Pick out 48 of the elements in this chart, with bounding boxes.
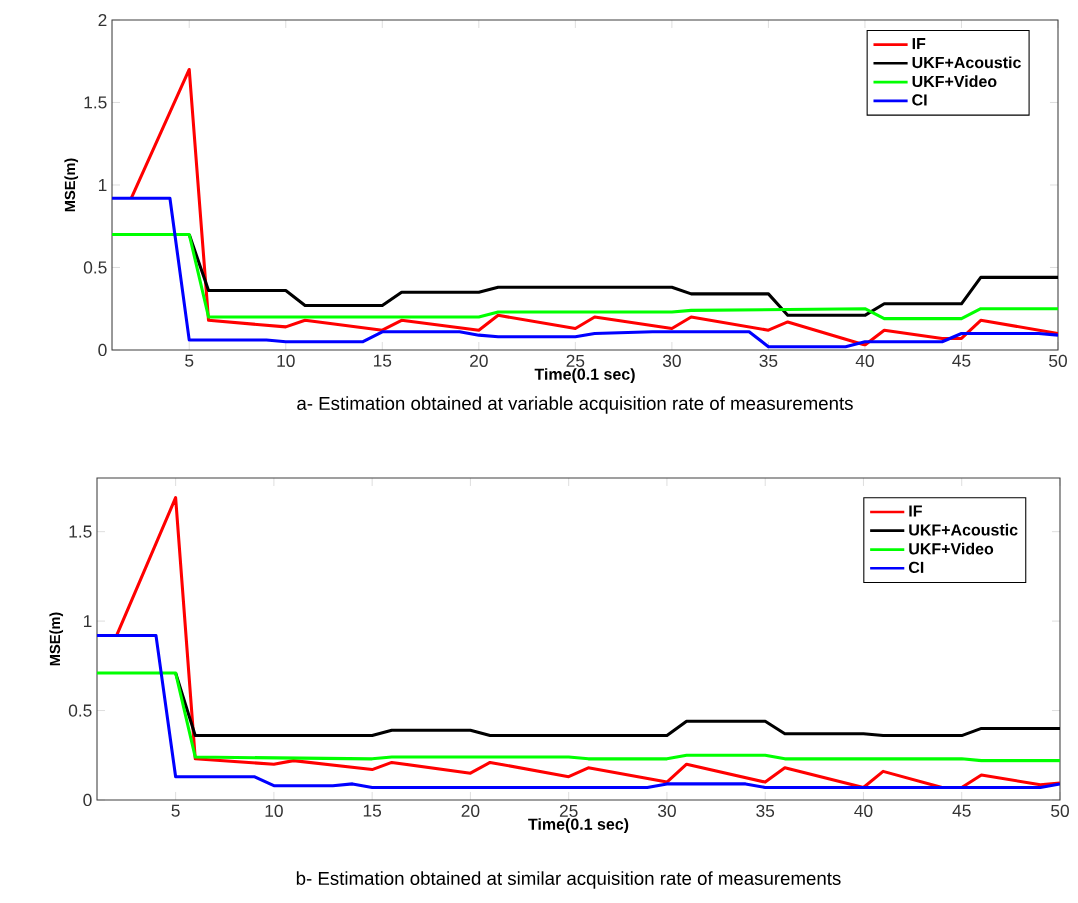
x-tick-label: 50 — [1051, 804, 1069, 817]
x-tick-label: 10 — [277, 354, 295, 367]
y-tick-label: 1.5 — [84, 96, 107, 109]
text: a- Estimation obtained at variable acquisition rate of measurements — [297, 396, 853, 414]
y-tick-label: 1 — [83, 615, 92, 628]
line-series — [97, 671, 1060, 763]
legend-label: CI — [908, 561, 924, 574]
x-tick-label: 50 — [1049, 354, 1067, 367]
x-tick-label: 15 — [373, 354, 392, 367]
x-tick-label: 35 — [756, 804, 775, 817]
y-tick-label: 0.5 — [83, 261, 107, 274]
y-axis-title: MSE(m) — [49, 612, 64, 666]
y-tick-label: 1.5 — [69, 525, 92, 538]
text: b- Estimation obtained at similar acquisition rate of measurements — [296, 871, 841, 889]
x-axis-title: Time(0.1 sec) — [528, 818, 629, 834]
x-tick-label: 20 — [470, 354, 488, 367]
x-axis-title: Time(0.1 sec) — [534, 368, 635, 384]
x-tick-label: 45 — [952, 354, 971, 367]
legend-label: CI — [912, 94, 927, 106]
x-tick-label: 45 — [952, 804, 971, 817]
x-tick-label: 40 — [854, 804, 873, 817]
line-series — [115, 496, 1060, 789]
x-tick-label: 25 — [559, 804, 578, 817]
y-tick-label: 0.5 — [68, 704, 92, 717]
legend-label: UKF+Acoustic — [912, 56, 1021, 69]
x-tick-label: 20 — [461, 804, 480, 817]
y-axis-title: MSE(m) — [64, 158, 79, 212]
legend-label: UKF+Video — [912, 75, 997, 88]
line-series — [112, 196, 1058, 349]
y-tick-label: 1 — [98, 179, 107, 191]
x-tick-label: 40 — [855, 354, 874, 367]
legend-label: IF — [909, 505, 922, 517]
x-tick-label: 10 — [265, 804, 283, 817]
x-tick-label: 5 — [185, 354, 194, 367]
legend-label: IF — [912, 38, 926, 50]
legend-label: UKF+Video — [909, 542, 994, 555]
x-tick-label: 5 — [171, 804, 180, 817]
x-tick-label: 15 — [363, 804, 382, 817]
y-tick-label: 2 — [98, 13, 107, 27]
y-tick-label: 0 — [83, 793, 92, 807]
y-tick-label: 0 — [98, 343, 107, 357]
x-tick-label: 35 — [759, 354, 778, 367]
x-tick-label: 30 — [662, 354, 681, 367]
x-tick-label: 30 — [657, 804, 676, 817]
line-series — [129, 67, 1058, 347]
legend-label: UKF+Acoustic — [909, 523, 1018, 536]
line-series — [97, 633, 1060, 789]
x-tick-label: 25 — [566, 354, 585, 367]
